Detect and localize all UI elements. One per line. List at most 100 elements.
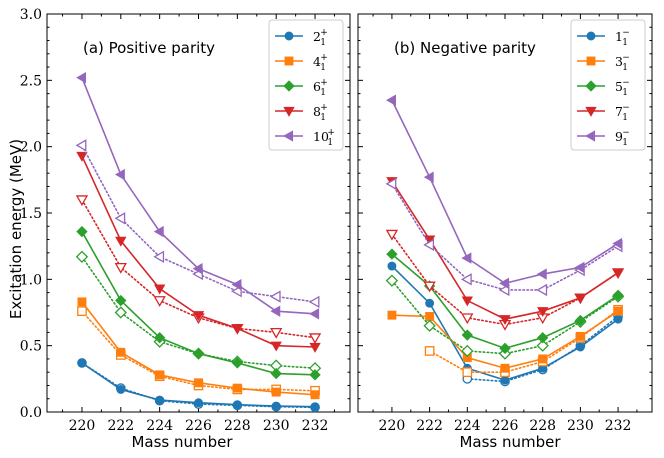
series-4plus-a-filled-marker: [194, 378, 203, 388]
x-tick-label-b: 232: [605, 418, 632, 434]
series-2plus-a-filled-marker: [116, 384, 126, 394]
series-6plus-a-open-marker: [75, 250, 89, 263]
x-tick-label-a: 232: [302, 418, 329, 434]
series-7minus-b-open-marker: [385, 229, 399, 241]
legend-entry-9minus-b-parity: −: [622, 128, 630, 138]
legend-entry-2plus-a-parity: +: [320, 28, 328, 38]
series-8plus-a-filled-marker: [115, 236, 127, 247]
legend-entry-3minus-b-index: 1: [622, 63, 628, 73]
series-10plus-a-open-marker: [75, 139, 87, 152]
legend-entry-6plus-a-label: 6: [313, 79, 321, 94]
series-9minus-b-filled-marker: [612, 237, 623, 250]
series-8plus-a-open-marker: [270, 327, 283, 339]
series-4plus-a-filled-marker: [155, 370, 165, 380]
series-5minus-b-filled-marker: [537, 332, 549, 344]
x-tick-label-b: 226: [492, 418, 519, 434]
legend-entry-9minus-b-label: 9: [615, 129, 623, 144]
legend-entry-2plus-a-marker: [284, 31, 294, 41]
y-axis-title: Excitation energy (MeV): [7, 139, 25, 319]
legend-entry-10plus-a-index: 1: [327, 138, 333, 148]
legend-entry-7minus-b-marker: [585, 106, 597, 117]
legend-entry-1minus-b-parity: −: [622, 28, 630, 38]
series-5minus-b-filled-marker: [612, 289, 624, 301]
series-7minus-b-filled-marker: [461, 296, 473, 307]
series-1minus-b-filled-marker: [387, 261, 397, 271]
series-4plus-a-filled-marker: [310, 390, 320, 400]
series-6plus-a-filled-marker: [309, 369, 321, 381]
series-2plus-a-filled-marker: [194, 398, 203, 408]
series-10plus-a-open-marker: [114, 212, 126, 225]
series-3minus-b-filled-marker: [500, 363, 510, 373]
legend-entry-6plus-a-marker: [283, 80, 295, 92]
series-9minus-b-filled-marker: [499, 277, 510, 289]
legend-entry-5minus-b-label: 5: [615, 79, 623, 94]
series-1minus-b-filled-marker: [425, 298, 435, 308]
legend-entry-5minus-b-parity: −: [622, 78, 630, 88]
series-5minus-b-open-marker: [536, 339, 549, 352]
x-tick-label-a: 230: [263, 418, 290, 434]
x-tick-label-b: 220: [379, 418, 406, 434]
series-4plus-a-filled-marker: [232, 383, 242, 393]
x-tick-label-b: 222: [416, 418, 443, 434]
legend-entry-3minus-b-parity: −: [622, 53, 630, 63]
series-6plus-a-filled-marker: [76, 225, 88, 238]
series-2plus-a-filled-marker: [232, 400, 242, 410]
series-5minus-b-filled-marker: [386, 248, 398, 260]
x-tick-label-b: 228: [529, 418, 556, 434]
legend-entry-7minus-b-index: 1: [622, 113, 628, 123]
series-5minus-b-open-marker: [461, 344, 474, 358]
y-tick-label: 1.0: [20, 272, 42, 288]
x-tick-label-b: 230: [567, 418, 594, 434]
series-7minus-b-filled-marker: [612, 268, 624, 279]
series-7minus-b-open-marker: [461, 313, 474, 325]
series-3minus-b-open-marker: [424, 346, 435, 356]
series-9minus-b-filled-marker: [386, 94, 396, 106]
legend-entry-4plus-a-parity: +: [320, 53, 328, 63]
series-8plus-a-filled-marker: [231, 324, 244, 335]
legend-a: 2 +14 +16 +18 +110+1: [268, 19, 344, 151]
series-6plus-a-open-marker: [114, 306, 127, 319]
series-5minus-b-open-marker: [423, 319, 436, 332]
series-6plus-a-filled-marker: [153, 332, 166, 344]
legend-entry-4plus-a-label: 4: [313, 54, 321, 69]
legend-entry-8plus-a-marker: [283, 106, 295, 117]
series-1minus-b-filled-marker: [613, 314, 623, 324]
series-7minus-b-filled-marker: [499, 315, 511, 326]
legend-entry-3minus-b-marker: [586, 56, 596, 66]
panel-title-b: (b) Negative parity: [394, 39, 536, 57]
series-1minus-b-filled-marker: [500, 375, 510, 385]
legend-entry-10plus-a-label: 10: [313, 129, 329, 144]
series-2plus-a-filled-marker: [155, 395, 165, 405]
series-4plus-a-filled-marker: [116, 347, 126, 357]
legend-box-a: [268, 19, 344, 151]
series-8plus-a-open-marker: [308, 333, 322, 345]
y-tick-label: 2.0: [20, 140, 42, 156]
legend-entry-4plus-a-marker: [284, 56, 294, 66]
series-6plus-a-filled-marker: [115, 294, 127, 307]
legend-box-b: [570, 19, 646, 151]
series-5minus-b-filled-marker: [461, 329, 473, 341]
y-tick-label: 1.5: [20, 206, 42, 222]
legend-entry-8plus-a-parity: +: [320, 103, 328, 113]
series-10plus-a-filled-marker: [153, 225, 164, 238]
series-10plus-a-filled-marker: [76, 71, 87, 84]
series-10plus-a-open-marker: [269, 290, 281, 303]
series-5minus-b-filled-marker: [499, 342, 511, 354]
series-3minus-b-filled-marker: [538, 354, 548, 364]
series-4plus-a-filled-marker: [77, 297, 87, 307]
series-8plus-a-open-marker: [75, 195, 89, 207]
series-10plus-a-filled-marker: [309, 308, 320, 320]
series-7minus-b-open-marker: [423, 281, 436, 293]
series-7minus-b-filled-marker: [537, 307, 549, 318]
panel-positive-parity: 220 222 224 226 228 230 232 0.0 0.5 1.0 1.5 2.0 2.5 3…: [20, 7, 351, 434]
legend-entry-9minus-b-marker: [585, 130, 596, 142]
series-6plus-a-filled-marker: [192, 347, 205, 360]
series-10plus-a-open-marker: [153, 250, 165, 263]
series-7minus-b-dotted-line: [391, 233, 619, 326]
legend-entry-5minus-b-index: 1: [622, 88, 628, 98]
y-tick-label: 2.5: [20, 73, 42, 89]
panel-negative-parity: 220 222 224 226 228 230 232 (b) Negative parity…: [357, 13, 653, 434]
series-8plus-a-filled-marker: [309, 342, 321, 353]
series-8plus-a-open-marker: [153, 296, 166, 307]
